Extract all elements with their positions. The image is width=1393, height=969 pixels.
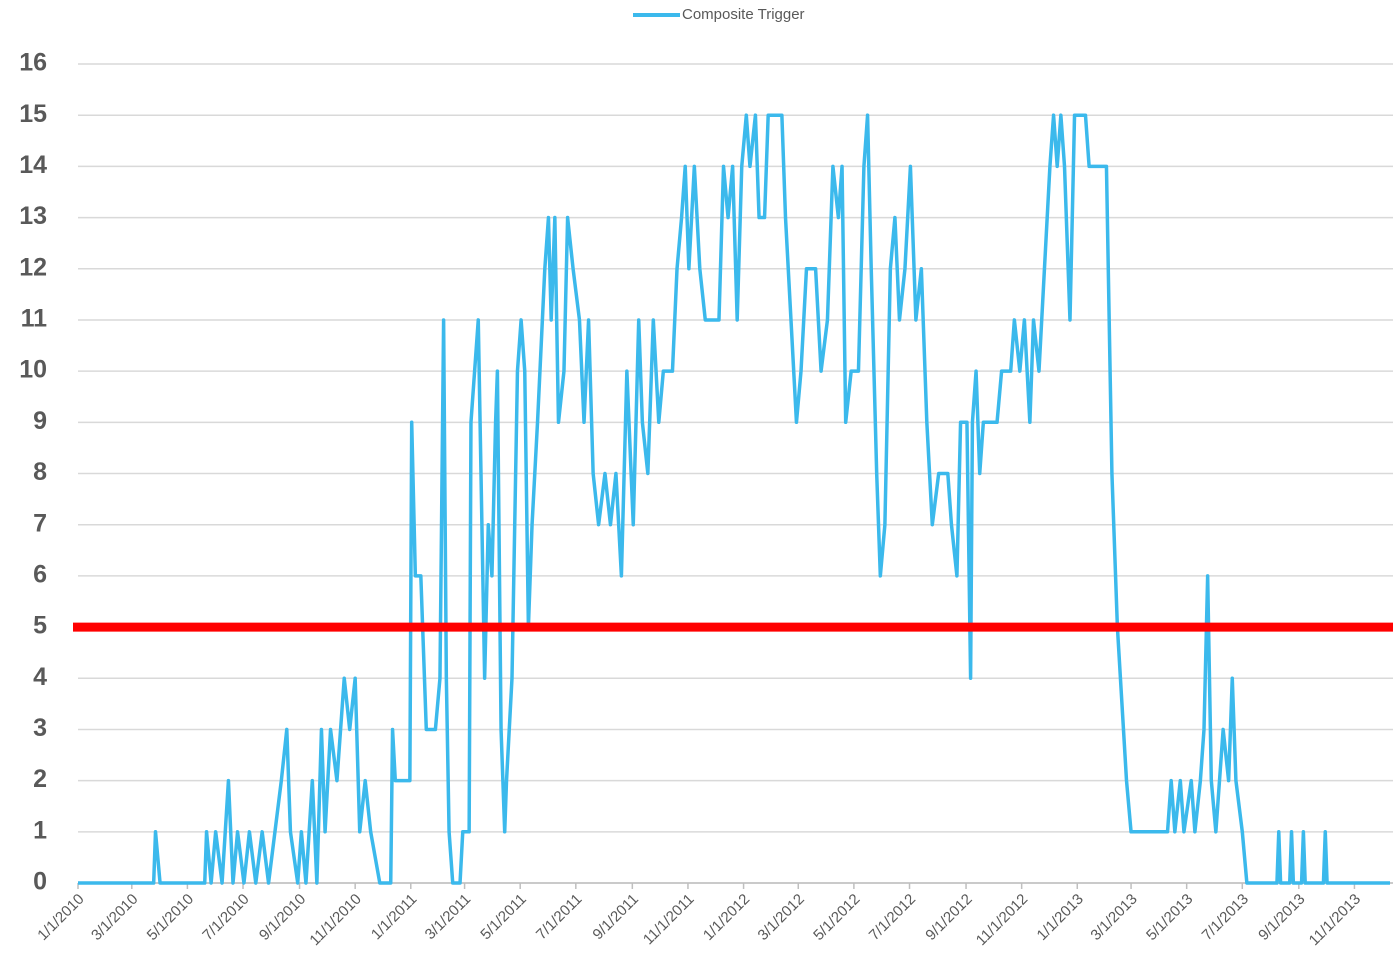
y-tick-label: 14 bbox=[19, 151, 47, 179]
y-tick-label: 11 bbox=[21, 305, 48, 333]
y-tick-label: 9 bbox=[33, 407, 47, 435]
x-tick-label: 9/1/2013 bbox=[1255, 891, 1308, 944]
y-tick-label: 15 bbox=[19, 100, 47, 128]
y-tick-label: 5 bbox=[33, 612, 47, 640]
x-tick-label: 7/1/2011 bbox=[533, 891, 586, 944]
x-tick-label: 5/1/2010 bbox=[144, 891, 197, 944]
x-tick-label: 9/1/2012 bbox=[922, 891, 975, 944]
x-tick-label: 1/1/2011 bbox=[368, 891, 421, 944]
y-tick-label: 10 bbox=[19, 356, 47, 384]
x-tick-label: 11/1/2011 bbox=[640, 891, 698, 949]
x-tick-label: 7/1/2012 bbox=[866, 891, 919, 944]
x-tick-label: 1/1/2012 bbox=[700, 891, 753, 944]
x-tick-label: 5/1/2012 bbox=[810, 891, 863, 944]
y-tick-label: 16 bbox=[19, 49, 47, 77]
y-tick-label: 4 bbox=[33, 663, 47, 691]
x-tick-label: 1/1/2013 bbox=[1034, 891, 1087, 944]
y-tick-label: 6 bbox=[33, 560, 47, 588]
y-tick-label: 2 bbox=[33, 765, 47, 793]
y-tick-label: 7 bbox=[33, 509, 47, 537]
y-tick-label: 8 bbox=[33, 458, 47, 486]
x-tick-label: 3/1/2012 bbox=[755, 891, 808, 944]
legend-label: Composite Trigger bbox=[682, 6, 805, 23]
y-tick-label: 0 bbox=[33, 868, 47, 896]
x-tick-label: 9/1/2011 bbox=[589, 891, 642, 944]
data-line bbox=[78, 113, 1390, 885]
x-tick-label: 3/1/2013 bbox=[1087, 891, 1140, 944]
x-tick-label: 11/1/2013 bbox=[1306, 891, 1364, 949]
y-tick-label: 12 bbox=[19, 253, 47, 281]
x-tick-label: 9/1/2010 bbox=[256, 891, 309, 944]
x-tick-label: 1/1/2010 bbox=[34, 891, 87, 944]
y-tick-label: 13 bbox=[19, 202, 47, 230]
x-tick-label: 7/1/2010 bbox=[199, 891, 252, 944]
x-tick-label: 3/1/2010 bbox=[88, 891, 141, 944]
x-tick-label: 11/1/2010 bbox=[306, 891, 364, 949]
x-tick-label: 7/1/2013 bbox=[1199, 891, 1252, 944]
y-tick-label: 3 bbox=[33, 714, 47, 742]
x-tick-label: 5/1/2013 bbox=[1143, 891, 1196, 944]
x-tick-label: 5/1/2011 bbox=[477, 891, 530, 944]
x-tick-label: 3/1/2011 bbox=[422, 891, 475, 944]
y-tick-label: 1 bbox=[33, 816, 47, 844]
x-tick-label: 11/1/2012 bbox=[973, 891, 1031, 949]
